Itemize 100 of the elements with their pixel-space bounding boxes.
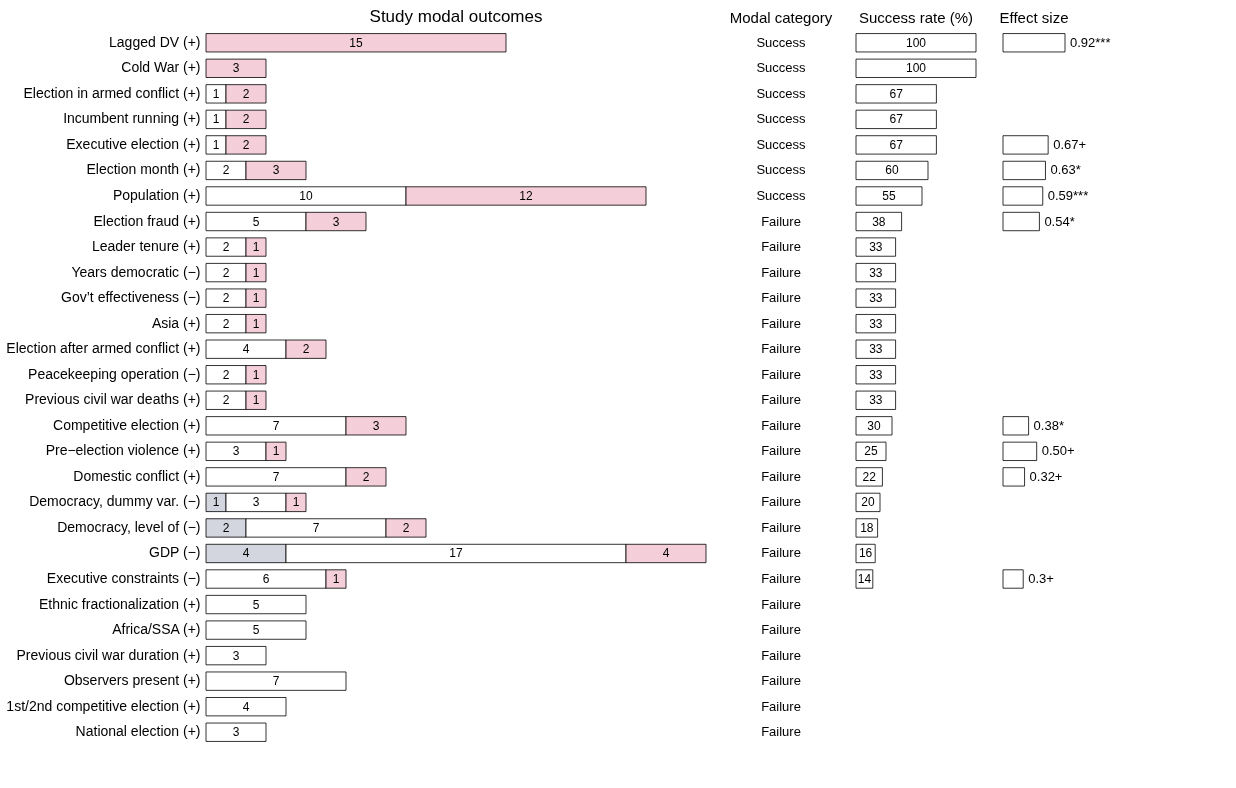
bar	[205, 646, 267, 666]
data-label: 5	[252, 214, 260, 229]
category-label: Failure	[761, 443, 801, 459]
bar	[855, 416, 893, 436]
y-tick-label: Pre−election violence (+)	[45, 442, 201, 459]
data-label: 0.38*	[1033, 417, 1064, 433]
data-label: 1	[332, 572, 340, 587]
category-label: Failure	[761, 417, 801, 433]
bar	[855, 211, 902, 232]
data-label: 55	[882, 188, 896, 203]
data-label: 2	[302, 342, 310, 357]
bar	[855, 288, 896, 308]
data-label: 67	[889, 86, 904, 101]
data-label: 0.50+	[1041, 443, 1075, 459]
bar	[205, 620, 307, 640]
data-label: 2	[242, 86, 250, 101]
data-label: 1	[252, 240, 260, 255]
data-label: 1	[252, 265, 260, 280]
category-label: Failure	[761, 468, 801, 484]
data-label: 5	[252, 623, 260, 638]
y-tick-label: Election after armed conflict (+)	[6, 340, 201, 357]
bar	[855, 160, 929, 181]
category-label: Failure	[761, 239, 801, 255]
y-tick-label: Population (+)	[112, 186, 201, 203]
data-label: 33	[869, 367, 883, 382]
data-label: 33	[869, 291, 883, 306]
bar	[1002, 416, 1030, 436]
data-label: 3	[372, 418, 380, 433]
data-label: 0.54*	[1044, 213, 1075, 229]
y-tick-label: Lagged DV (+)	[109, 33, 201, 50]
category-label: Success	[756, 34, 807, 50]
data-label: 100	[905, 61, 927, 76]
data-label: 18	[860, 520, 874, 535]
bar	[855, 58, 977, 78]
y-tick-label: Cold War (+)	[121, 59, 201, 76]
bar	[855, 518, 878, 538]
category-label: Failure	[761, 622, 801, 638]
y-tick-label: Election month (+)	[86, 161, 201, 178]
data-label: 3	[232, 444, 240, 459]
bar	[1002, 441, 1038, 461]
data-label: 4	[242, 342, 250, 357]
y-tick-label: Asia (+)	[151, 314, 201, 331]
data-label: 7	[272, 674, 280, 689]
bar	[205, 33, 507, 53]
data-label: 2	[222, 393, 230, 408]
y-tick-label: Years democratic (−)	[71, 263, 201, 280]
data-label: 67	[889, 137, 904, 152]
bar	[855, 84, 937, 104]
bar	[855, 109, 937, 129]
bar	[205, 697, 287, 717]
bar	[855, 390, 896, 410]
y-tick-label: Competitive election (+)	[53, 416, 201, 433]
text: Modal category	[729, 9, 833, 26]
category-label: Failure	[761, 264, 801, 280]
bar	[855, 186, 923, 206]
data-label: 22	[862, 469, 877, 484]
data-label: 3	[272, 163, 280, 178]
y-tick-label: Peacekeeping operation (−)	[28, 365, 201, 382]
bar	[855, 237, 896, 257]
chart-title: Success rate (%)	[858, 9, 974, 26]
category-label: Success	[756, 162, 807, 178]
category-label: Success	[756, 85, 807, 101]
bar	[855, 467, 883, 487]
data-label: 4	[242, 699, 250, 714]
y-tick-label: Democracy, dummy var. (−)	[29, 493, 201, 510]
data-label: 2	[402, 520, 410, 535]
chart-title: Study modal outcomes	[369, 7, 543, 26]
data-label: 6	[262, 572, 270, 587]
data-label: 7	[272, 469, 280, 484]
bar	[855, 314, 896, 334]
data-label: 3	[332, 214, 340, 229]
category-label: Failure	[761, 647, 801, 663]
data-label: 0.59***	[1047, 187, 1089, 203]
bar	[1002, 33, 1066, 53]
data-label: 1	[252, 393, 260, 408]
data-label: 1	[212, 137, 220, 152]
data-label: 33	[869, 393, 883, 408]
data-label: 33	[869, 240, 883, 255]
bar	[1002, 135, 1049, 155]
data-label: 1	[292, 495, 300, 510]
data-label: 20	[861, 495, 875, 510]
data-label: 2	[242, 112, 250, 127]
y-tick-label: Ethnic fractionalization (+)	[39, 595, 201, 612]
data-label: 17	[449, 546, 463, 561]
y-tick-label: National election (+)	[75, 723, 201, 740]
data-label: 7	[312, 520, 320, 535]
category-label: Failure	[761, 315, 801, 331]
category-label: Failure	[761, 596, 801, 612]
y-tick-label: Democracy, level of (−)	[57, 518, 201, 535]
category-label: Failure	[761, 290, 801, 306]
data-label: 1	[252, 291, 260, 306]
data-label: 4	[242, 546, 250, 561]
chart-title: Effect size	[999, 9, 1069, 26]
category-label: Failure	[761, 366, 801, 382]
data-label: 25	[864, 444, 878, 459]
data-label: 0.3+	[1028, 571, 1054, 587]
bar	[855, 441, 887, 461]
y-tick-label: Executive constraints (−)	[46, 570, 201, 587]
data-label: 2	[222, 163, 230, 178]
y-tick-label: Previous civil war deaths (+)	[25, 391, 201, 408]
